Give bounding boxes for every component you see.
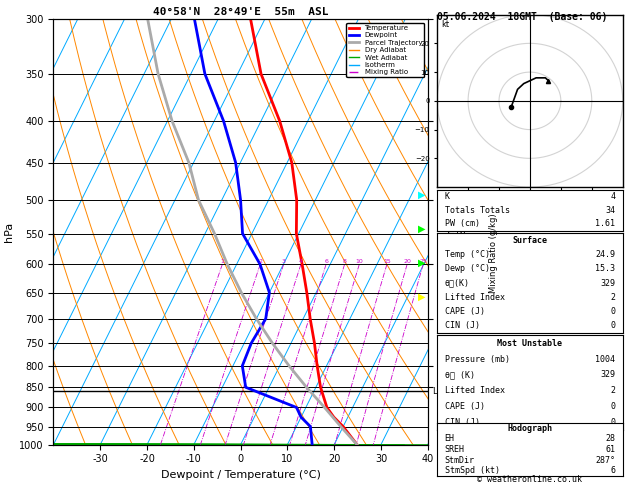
Text: CAPE (J): CAPE (J) [445,307,484,316]
Text: 24.9: 24.9 [595,250,615,259]
Text: Pressure (mb): Pressure (mb) [445,354,509,364]
Text: 1.61: 1.61 [595,220,615,228]
Text: LCL: LCL [432,387,447,396]
Text: 3: 3 [282,259,286,264]
Text: 2: 2 [610,293,615,302]
Text: θᴇ(K): θᴇ(K) [445,278,470,288]
Text: 25: 25 [420,259,427,264]
Text: PW (cm): PW (cm) [445,220,479,228]
Text: ▶: ▶ [418,292,425,301]
Text: 4: 4 [299,259,303,264]
Text: CAPE (J): CAPE (J) [445,402,484,411]
Text: 15.3: 15.3 [595,264,615,273]
Text: 0: 0 [610,402,615,411]
Text: 1004: 1004 [595,354,615,364]
Text: 4: 4 [610,192,615,201]
Text: K: K [445,192,450,201]
Text: 28: 28 [605,434,615,443]
Text: kt: kt [441,20,449,29]
Text: 1: 1 [220,259,225,264]
Text: θᴇ (K): θᴇ (K) [445,370,474,380]
Text: Surface: Surface [513,236,547,245]
Text: © weatheronline.co.uk: © weatheronline.co.uk [477,474,582,484]
Text: Dewp (°C): Dewp (°C) [445,264,489,273]
Text: 6: 6 [324,259,328,264]
Title: 40°58'N  28°49'E  55m  ASL: 40°58'N 28°49'E 55m ASL [153,7,328,17]
Text: 2: 2 [610,386,615,395]
Text: 0: 0 [610,321,615,330]
Text: Temp (°C): Temp (°C) [445,250,489,259]
Text: 287°: 287° [595,456,615,465]
Text: 329: 329 [600,278,615,288]
Text: CIN (J): CIN (J) [445,321,479,330]
Y-axis label: hPa: hPa [4,222,14,242]
Text: StmSpd (kt): StmSpd (kt) [445,467,499,475]
Text: ▶: ▶ [418,224,425,233]
Text: 10: 10 [355,259,363,264]
Text: 34: 34 [605,206,615,215]
Text: 20: 20 [403,259,411,264]
Text: Totals Totals: Totals Totals [445,206,509,215]
Text: CIN (J): CIN (J) [445,417,479,427]
Text: ▶: ▶ [418,258,425,267]
Text: 0: 0 [610,417,615,427]
Text: Mixing Ratio (g/kg): Mixing Ratio (g/kg) [489,213,498,293]
Text: StmDir: StmDir [445,456,474,465]
Text: 8: 8 [343,259,347,264]
Text: EH: EH [445,434,455,443]
Text: 05.06.2024  18GMT  (Base: 06): 05.06.2024 18GMT (Base: 06) [437,12,608,22]
Text: 6: 6 [610,467,615,475]
Text: ▶: ▶ [418,190,425,199]
Text: SREH: SREH [445,445,465,454]
Y-axis label: km
ASL: km ASL [447,223,468,241]
Text: Most Unstable: Most Unstable [498,339,562,348]
Text: 0: 0 [610,307,615,316]
X-axis label: Dewpoint / Temperature (°C): Dewpoint / Temperature (°C) [160,470,321,480]
Text: Lifted Index: Lifted Index [445,293,504,302]
Text: 329: 329 [600,370,615,380]
Text: 15: 15 [383,259,391,264]
Legend: Temperature, Dewpoint, Parcel Trajectory, Dry Adiabat, Wet Adiabat, Isotherm, Mi: Temperature, Dewpoint, Parcel Trajectory… [347,23,424,77]
Text: 2: 2 [259,259,262,264]
Text: Hodograph: Hodograph [508,424,552,433]
Text: 61: 61 [605,445,615,454]
Text: Lifted Index: Lifted Index [445,386,504,395]
